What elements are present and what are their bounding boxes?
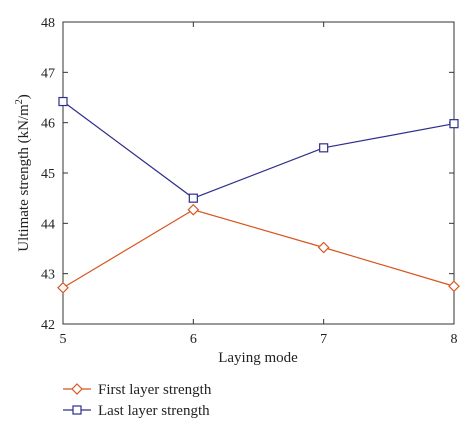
- legend-marker-square: [72, 405, 82, 415]
- y-tick-label: 45: [41, 167, 55, 182]
- data-point-square: [449, 119, 459, 129]
- data-point-square: [58, 96, 68, 107]
- y-tick-label: 43: [41, 268, 55, 283]
- series-layer: [57, 96, 460, 294]
- series-line-1: [62, 209, 455, 289]
- data-point-diamond: [448, 280, 460, 293]
- data-point-square: [188, 193, 198, 203]
- y-tick-label: 42: [41, 318, 55, 333]
- legend-item-first-layer: First layer strength: [63, 382, 212, 398]
- legend-item-last-layer: Last layer strength: [63, 403, 210, 419]
- x-tick-label: 5: [60, 332, 67, 347]
- legend-marker-diamond: [71, 383, 83, 395]
- x-tick-label: 8: [451, 332, 458, 347]
- x-tick-label: 6: [190, 332, 197, 347]
- legend-label-first-layer: First layer strength: [98, 382, 212, 398]
- data-point-diamond: [57, 281, 69, 294]
- series-line-2: [62, 101, 455, 199]
- y-tick-label: 48: [41, 16, 55, 31]
- data-point-diamond: [317, 241, 330, 254]
- y-tick-label: 47: [41, 66, 55, 81]
- data-point-diamond: [187, 203, 200, 216]
- legend-label-last-layer: Last layer strength: [98, 403, 210, 419]
- y-tick-label: 46: [41, 117, 55, 132]
- x-axis-label: Laying mode: [218, 350, 298, 366]
- data-point-square: [319, 143, 329, 153]
- x-tick-label: 7: [320, 332, 327, 347]
- axis-ticks: 5 6 7 8 42 43 44 45 46 47 48: [41, 16, 458, 347]
- y-axis-label: Ultimate strength (kN/m2): [14, 94, 32, 251]
- legend: First layer strength Last layer strength: [63, 382, 212, 419]
- y-tick-label: 44: [41, 217, 55, 232]
